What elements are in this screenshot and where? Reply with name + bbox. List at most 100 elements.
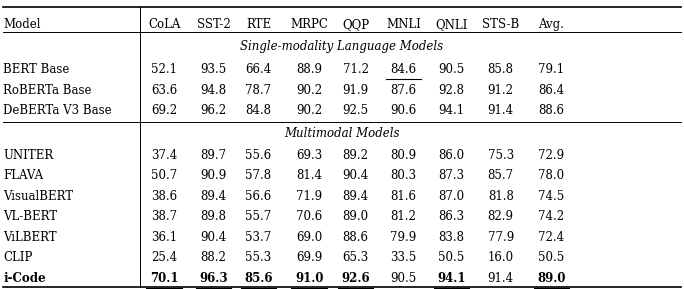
Text: 70.6: 70.6 [296,210,322,223]
Text: 69.2: 69.2 [151,105,177,117]
Text: 81.8: 81.8 [488,190,514,203]
Text: i-Code: i-Code [3,272,46,285]
Text: MNLI: MNLI [386,18,421,31]
Text: 87.3: 87.3 [438,169,464,182]
Text: 50.7: 50.7 [151,169,177,182]
Text: Model: Model [3,18,41,31]
Text: 71.2: 71.2 [343,64,369,76]
Text: 50.5: 50.5 [438,251,464,264]
Text: 88.9: 88.9 [296,64,322,76]
Text: 81.4: 81.4 [296,169,322,182]
Text: 96.3: 96.3 [199,272,228,285]
Text: 89.4: 89.4 [200,190,226,203]
Text: 89.8: 89.8 [200,210,226,223]
Text: 86.0: 86.0 [438,149,464,162]
Text: RTE: RTE [246,18,271,31]
Text: FLAVA: FLAVA [3,169,44,182]
Text: 96.2: 96.2 [200,105,226,117]
Text: 55.6: 55.6 [246,149,272,162]
Text: 33.5: 33.5 [391,251,417,264]
Text: 87.6: 87.6 [391,84,417,97]
Text: 53.7: 53.7 [246,231,272,244]
Text: SST-2: SST-2 [196,18,231,31]
Text: CoLA: CoLA [148,18,181,31]
Text: 91.4: 91.4 [488,105,514,117]
Text: 38.7: 38.7 [151,210,177,223]
Text: 80.9: 80.9 [391,149,417,162]
Text: 93.5: 93.5 [200,64,226,76]
Text: 16.0: 16.0 [488,251,514,264]
Text: Multimodal Models: Multimodal Models [285,127,399,140]
Text: 85.8: 85.8 [488,64,514,76]
Text: 84.8: 84.8 [246,105,272,117]
Text: MRPC: MRPC [290,18,328,31]
Text: 90.2: 90.2 [296,84,322,97]
Text: 75.3: 75.3 [488,149,514,162]
Text: 90.5: 90.5 [438,64,464,76]
Text: 72.9: 72.9 [538,149,564,162]
Text: 81.6: 81.6 [391,190,417,203]
Text: 91.0: 91.0 [295,272,324,285]
Text: 92.8: 92.8 [438,84,464,97]
Text: 90.6: 90.6 [391,105,417,117]
Text: 83.8: 83.8 [438,231,464,244]
Text: 85.7: 85.7 [488,169,514,182]
Text: 84.6: 84.6 [391,64,417,76]
Text: 36.1: 36.1 [151,231,177,244]
Text: 77.9: 77.9 [488,231,514,244]
Text: CLIP: CLIP [3,251,33,264]
Text: 78.0: 78.0 [538,169,564,182]
Text: VL-BERT: VL-BERT [3,210,57,223]
Text: 66.4: 66.4 [246,64,272,76]
Text: 89.0: 89.0 [343,210,369,223]
Text: 69.3: 69.3 [296,149,322,162]
Text: 65.3: 65.3 [343,251,369,264]
Text: 79.9: 79.9 [391,231,417,244]
Text: 72.4: 72.4 [538,231,564,244]
Text: 71.9: 71.9 [296,190,322,203]
Text: 91.2: 91.2 [488,84,514,97]
Text: 78.7: 78.7 [246,84,272,97]
Text: 25.4: 25.4 [151,251,177,264]
Text: RoBERTa Base: RoBERTa Base [3,84,92,97]
Text: 57.8: 57.8 [246,169,272,182]
Text: STS-B: STS-B [482,18,519,31]
Text: 69.0: 69.0 [296,231,322,244]
Text: 81.2: 81.2 [391,210,417,223]
Text: QNLI: QNLI [435,18,468,31]
Text: 88.2: 88.2 [200,251,226,264]
Text: 63.6: 63.6 [151,84,177,97]
Text: 86.4: 86.4 [538,84,564,97]
Text: 79.1: 79.1 [538,64,564,76]
Text: 85.6: 85.6 [244,272,273,285]
Text: 89.2: 89.2 [343,149,369,162]
Text: 52.1: 52.1 [151,64,177,76]
Text: 86.3: 86.3 [438,210,464,223]
Text: BERT Base: BERT Base [3,64,70,76]
Text: QQP: QQP [342,18,369,31]
Text: 38.6: 38.6 [151,190,177,203]
Text: 80.3: 80.3 [391,169,417,182]
Text: 82.9: 82.9 [488,210,514,223]
Text: 89.7: 89.7 [200,149,226,162]
Text: 56.6: 56.6 [246,190,272,203]
Text: 55.3: 55.3 [246,251,272,264]
Text: 90.4: 90.4 [343,169,369,182]
Text: UNITER: UNITER [3,149,53,162]
Text: 50.5: 50.5 [538,251,564,264]
Text: 90.2: 90.2 [296,105,322,117]
Text: 90.5: 90.5 [391,272,417,285]
Text: DeBERTa V3 Base: DeBERTa V3 Base [3,105,112,117]
Text: 94.1: 94.1 [437,272,466,285]
Text: 91.9: 91.9 [343,84,369,97]
Text: 55.7: 55.7 [246,210,272,223]
Text: Single-modality Language Models: Single-modality Language Models [241,40,443,53]
Text: 88.6: 88.6 [343,231,369,244]
Text: 69.9: 69.9 [296,251,322,264]
Text: 89.0: 89.0 [537,272,566,285]
Text: 91.4: 91.4 [488,272,514,285]
Text: 74.5: 74.5 [538,190,564,203]
Text: 74.2: 74.2 [538,210,564,223]
Text: 92.6: 92.6 [341,272,370,285]
Text: 90.4: 90.4 [200,231,226,244]
